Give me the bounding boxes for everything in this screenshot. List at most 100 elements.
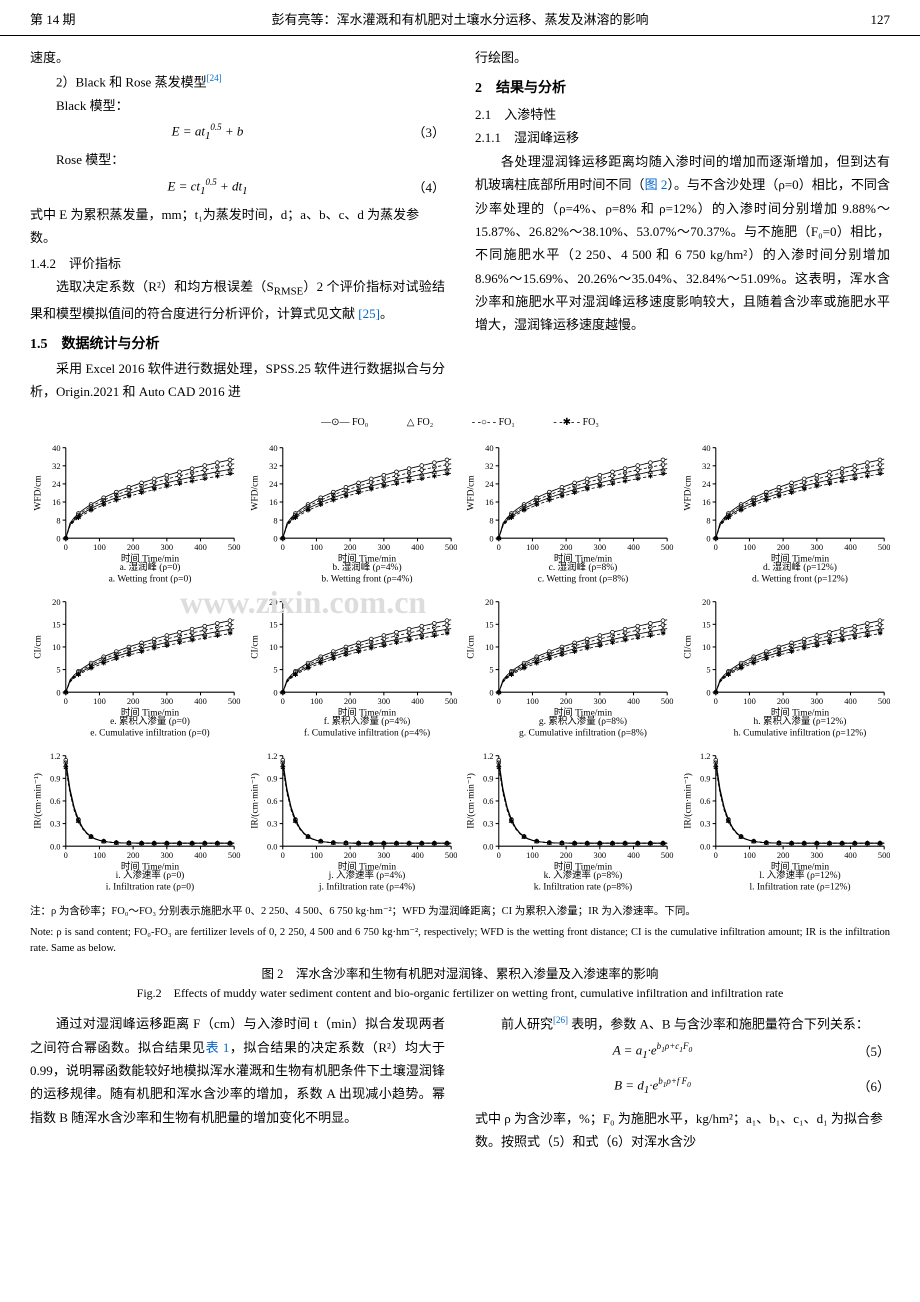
svg-text:✱: ✱	[725, 818, 730, 825]
svg-text:0: 0	[497, 695, 501, 705]
svg-text:a. Wetting front (ρ=0): a. Wetting front (ρ=0)	[109, 573, 192, 584]
svg-text:CI/cm: CI/cm	[467, 634, 477, 658]
svg-text:1.2: 1.2	[267, 751, 278, 761]
svg-text:✱: ✱	[877, 630, 882, 637]
svg-text:0: 0	[713, 695, 717, 705]
svg-text:✱: ✱	[152, 840, 157, 847]
svg-text:✱: ✱	[534, 660, 539, 667]
svg-text:0: 0	[706, 533, 710, 543]
rose-label: Rose 模型：	[30, 148, 445, 171]
ref-26[interactable]: [26]	[553, 1015, 568, 1025]
svg-text:✱: ✱	[431, 473, 436, 480]
svg-text:✱: ✱	[419, 475, 424, 482]
svg-text:0: 0	[497, 849, 501, 859]
svg-text:5: 5	[706, 664, 710, 674]
software-para: 采用 Excel 2016 软件进行数据处理，SPSS.25 软件进行数据拟合与…	[30, 357, 445, 404]
svg-text:✱: ✱	[826, 640, 831, 647]
svg-text:✱: ✱	[877, 471, 882, 478]
svg-text:100: 100	[93, 849, 106, 859]
svg-text:✱: ✱	[368, 645, 373, 652]
svg-text:✱: ✱	[126, 493, 131, 500]
svg-text:0.3: 0.3	[483, 818, 494, 828]
svg-text:0.9: 0.9	[483, 773, 494, 783]
svg-text:✱: ✱	[419, 840, 424, 847]
eval-metrics: 选取决定系数（R²）和均方根误差（SRMSE）2 个评价指标对试验结果和模型模拟…	[30, 275, 445, 325]
svg-text:40: 40	[485, 443, 493, 453]
svg-text:✱: ✱	[406, 478, 411, 485]
svg-text:CI/cm: CI/cm	[250, 634, 260, 658]
svg-text:✱: ✱	[76, 672, 81, 679]
svg-text:✱: ✱	[343, 652, 348, 659]
svg-text:✱: ✱	[547, 656, 552, 663]
fig-title-en: Fig.2 Effects of muddy water sediment co…	[30, 985, 890, 1002]
svg-text:IR/(cm·min⁻¹): IR/(cm·min⁻¹)	[33, 773, 44, 829]
section-21: 2.1 入渗特性	[475, 103, 890, 126]
svg-text:0.0: 0.0	[700, 841, 711, 851]
svg-text:20: 20	[702, 597, 710, 607]
svg-text:✱: ✱	[751, 838, 756, 845]
svg-text:✱: ✱	[496, 764, 501, 771]
svg-text:✱: ✱	[406, 637, 411, 644]
svg-text:10: 10	[702, 642, 710, 652]
svg-text:✱: ✱	[572, 490, 577, 497]
svg-text:8: 8	[273, 515, 277, 525]
svg-text:0: 0	[280, 849, 284, 859]
svg-text:0.6: 0.6	[50, 796, 61, 806]
svg-text:✱: ✱	[227, 471, 232, 478]
chart-d: 01002003004005000816243240WFD/cm时间 Time/…	[680, 440, 891, 588]
svg-text:k. 入渗速率 (ρ=8%): k. 入渗速率 (ρ=8%)	[544, 868, 623, 880]
svg-text:✱: ✱	[318, 660, 323, 667]
svg-text:0: 0	[280, 541, 284, 551]
ref-25[interactable]: [25]	[358, 306, 380, 321]
svg-text:✱: ✱	[839, 637, 844, 644]
svg-text:✱: ✱	[101, 660, 106, 667]
svg-text:100: 100	[743, 695, 756, 705]
svg-text:✱: ✱	[101, 502, 106, 509]
svg-text:✱: ✱	[318, 502, 323, 509]
section-142: 1.4.2 评价指标	[30, 252, 445, 275]
section-2: 2 结果与分析	[475, 76, 890, 101]
svg-text:✱: ✱	[713, 689, 718, 696]
svg-text:✱: ✱	[788, 649, 793, 656]
plot-continuation: 行绘图。	[475, 46, 890, 69]
svg-text:WFD/cm: WFD/cm	[683, 474, 693, 510]
ref-24[interactable]: [24]	[207, 73, 222, 83]
table1-ref[interactable]: 表 1	[206, 1040, 230, 1055]
svg-text:400: 400	[844, 849, 857, 859]
svg-text:✱: ✱	[393, 640, 398, 647]
svg-text:i. Infiltration rate (ρ=0): i. Infiltration rate (ρ=0)	[106, 881, 194, 892]
svg-text:✱: ✱	[177, 840, 182, 847]
svg-text:a. 湿润峰 (ρ=0): a. 湿润峰 (ρ=0)	[120, 560, 181, 572]
svg-text:✱: ✱	[393, 481, 398, 488]
svg-text:j. Infiltration rate (ρ=4%): j. Infiltration rate (ρ=4%)	[317, 881, 414, 892]
svg-text:100: 100	[743, 849, 756, 859]
svg-text:✱: ✱	[305, 665, 310, 672]
chart-k: 01002003004005000.00.30.60.91.2IR/(cm·mi…	[463, 748, 674, 896]
svg-text:✱: ✱	[852, 635, 857, 642]
svg-text:✱: ✱	[635, 475, 640, 482]
equation-3: E = at10.5 + b （3）	[30, 119, 445, 146]
section-211: 2.1.1 湿润峰运移	[475, 126, 890, 149]
chart-b: 01002003004005000816243240WFD/cm时间 Time/…	[247, 440, 458, 588]
svg-text:✱: ✱	[431, 633, 436, 640]
svg-text:d. Wetting front (ρ=12%): d. Wetting front (ρ=12%)	[752, 573, 848, 584]
svg-text:0.0: 0.0	[50, 841, 61, 851]
eq-params: 式中 E 为累积蒸发量，mm；t₁为蒸发时间，d；a、b、c、d 为蒸发参数。	[30, 203, 445, 250]
svg-text:24: 24	[702, 479, 711, 489]
svg-text:200: 200	[776, 541, 789, 551]
svg-text:✱: ✱	[814, 840, 819, 847]
fig2-ref[interactable]: 图 2	[645, 177, 668, 192]
svg-text:0: 0	[489, 687, 493, 697]
svg-text:500: 500	[228, 849, 241, 859]
svg-text:✱: ✱	[585, 486, 590, 493]
svg-text:400: 400	[194, 695, 207, 705]
upper-columns: 速度。 2）Black 和 Rose 蒸发模型[24] Black 模型： E …	[30, 46, 890, 403]
svg-text:WFD/cm: WFD/cm	[250, 474, 260, 510]
figure-2-block: —⊙— FO₀ △ FO₂ - -○- - FO₁ - -✱- - FO₃ 01…	[30, 414, 890, 1003]
svg-text:IR/(cm·min⁻¹): IR/(cm·min⁻¹)	[249, 773, 260, 829]
chart-l: 01002003004005000.00.30.60.91.2IR/(cm·mi…	[680, 748, 891, 896]
svg-text:✱: ✱	[215, 633, 220, 640]
svg-text:1.2: 1.2	[50, 751, 61, 761]
svg-text:100: 100	[526, 695, 539, 705]
svg-text:10: 10	[52, 642, 60, 652]
